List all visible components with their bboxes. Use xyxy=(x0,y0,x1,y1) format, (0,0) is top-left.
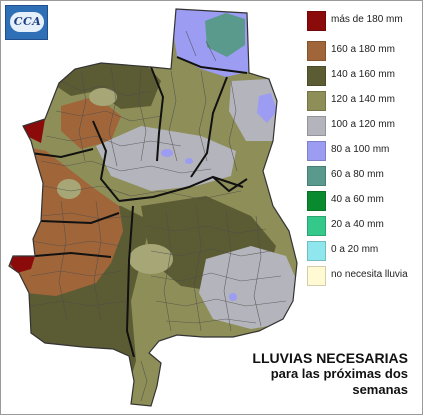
zone-60-80-north xyxy=(205,13,245,57)
zone-80-100-south xyxy=(229,293,237,301)
legend-label: más de 180 mm xyxy=(331,14,403,25)
legend-label: 80 a 100 mm xyxy=(331,144,390,155)
legend-label: 40 a 60 mm xyxy=(331,194,384,205)
legend-swatch xyxy=(307,116,326,136)
zone-120-140-light-3 xyxy=(57,179,81,199)
legend-swatch xyxy=(307,66,326,86)
legend-label: 60 a 80 mm xyxy=(331,169,384,180)
legend-swatch xyxy=(307,191,326,211)
legend-label: 20 a 40 mm xyxy=(331,219,384,230)
legend-swatch xyxy=(307,266,326,286)
legend-swatch xyxy=(307,216,326,236)
map-outline xyxy=(8,8,298,407)
title-line-2: para las próximas dos xyxy=(270,366,408,381)
legend-swatch xyxy=(307,41,326,61)
zone-80-100-east xyxy=(257,93,277,123)
title-line-1: LLUVIAS NECESARIAS xyxy=(252,350,408,366)
legend-swatch xyxy=(307,241,326,261)
logo-cloud-icon xyxy=(10,12,44,32)
zone-100-120-south xyxy=(199,246,297,329)
zone-100-120-center xyxy=(96,126,236,191)
map-title: LLUVIAS NECESARIAS para las próximas dos… xyxy=(252,350,408,398)
legend-swatch xyxy=(307,11,326,31)
legend-swatch xyxy=(307,166,326,186)
legend-label: 100 a 120 mm xyxy=(331,119,395,130)
legend-swatch xyxy=(307,91,326,111)
legend-label: 140 a 160 mm xyxy=(331,69,395,80)
logo-text: CCA xyxy=(13,15,42,28)
legend-swatch xyxy=(307,141,326,161)
province-boundaries xyxy=(30,56,248,358)
cca-logo: CCA xyxy=(5,5,48,40)
title-line-3: semanas xyxy=(352,382,408,397)
legend-label: 160 a 180 mm xyxy=(331,44,395,55)
legend-label: 120 a 140 mm xyxy=(331,94,395,105)
zone-80-100-center xyxy=(161,149,173,157)
department-boundaries xyxy=(30,30,287,402)
legend-label: no necesita lluvia xyxy=(331,269,408,280)
zone-120-140-light-1 xyxy=(89,88,117,106)
zone-more-180-southwest xyxy=(9,256,35,273)
zone-140-160-north xyxy=(56,59,161,109)
zone-160-180-north xyxy=(61,96,121,149)
zone-120-140-light-2 xyxy=(129,244,173,274)
zone-80-100-small xyxy=(185,158,193,164)
legend-label: 0 a 20 mm xyxy=(331,244,379,255)
